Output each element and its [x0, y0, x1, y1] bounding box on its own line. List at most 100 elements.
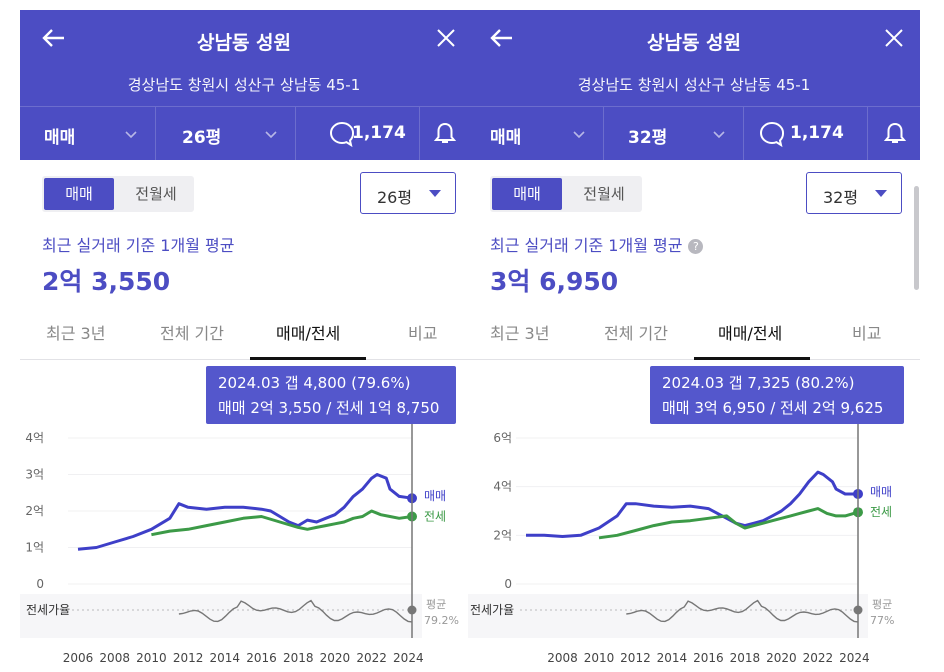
tab-compare[interactable]: 비교	[852, 324, 882, 343]
chevron-down-icon	[265, 131, 277, 139]
sale-price-line	[77, 473, 413, 551]
deal-segmented-control: 매매 전월세	[490, 176, 642, 212]
legend-jeonse: 전세	[424, 509, 446, 523]
dropdown-triangle-icon	[429, 190, 441, 197]
address: 경상남도 창원시 성산구 상남동 45-1	[127, 76, 361, 94]
sale-price-line	[526, 470, 858, 538]
complex-title: 상남동 성원	[646, 32, 741, 54]
complex-title: 상남동 성원	[196, 32, 291, 54]
active-tab-indicator	[250, 357, 366, 360]
x-tick-label: 2012	[620, 651, 651, 665]
legend-sale: 매매	[870, 485, 892, 499]
tab-recent-3y[interactable]: 최근 3년	[490, 324, 550, 343]
x-tick-label: 2016	[693, 651, 724, 665]
x-tick-label: 2022	[356, 651, 387, 665]
back-arrow-icon[interactable]	[40, 24, 68, 52]
ratio-band	[20, 594, 422, 638]
size-dropdown[interactable]: 26평	[156, 107, 296, 161]
x-tick-label: 2014	[657, 651, 688, 665]
y-tick-label: 1억	[25, 541, 44, 555]
price-panel-left: 상남동 성원 경상남도 창원시 성산구 상남동 45-1 매매 26평 1,17…	[20, 0, 468, 672]
close-icon[interactable]	[880, 24, 908, 52]
tab-all-period[interactable]: 전체 기간	[604, 324, 668, 343]
x-tick-label: 2022	[803, 651, 834, 665]
ratio-line	[626, 599, 859, 623]
x-tick-label: 2008	[547, 651, 578, 665]
deal-type-dropdown[interactable]: 매매	[468, 107, 604, 161]
x-tick-label: 2018	[283, 651, 314, 665]
legend-jeonse: 전세	[870, 505, 892, 519]
deal-segmented-control: 매매 전월세	[42, 176, 194, 212]
jeonse-price-line	[151, 509, 413, 537]
tab-sale[interactable]: 매매	[44, 178, 114, 210]
size-select[interactable]: 32평	[806, 172, 902, 214]
average-price: 3억 6,950	[490, 267, 619, 296]
help-icon[interactable]: ?	[688, 239, 704, 254]
comments-button[interactable]: 1,174	[296, 107, 420, 161]
ratio-band	[468, 594, 868, 638]
size-select[interactable]: 26평	[360, 172, 456, 214]
x-tick-label: 2008	[99, 651, 130, 665]
x-tick-label: 2012	[173, 651, 204, 665]
bell-icon[interactable]	[882, 121, 908, 147]
x-tick-label: 2014	[210, 651, 241, 665]
x-tick-label: 2024	[393, 651, 424, 665]
ratio-avg-label: 평균	[872, 598, 892, 611]
tab-lease[interactable]: 전월세	[135, 185, 177, 203]
comment-bubble-icon	[760, 121, 784, 148]
x-tick-label: 2020	[766, 651, 797, 665]
close-icon[interactable]	[432, 24, 460, 52]
chart-tooltip: 2024.03 갭 7,325 (80.2%) 매매 3억 6,950 / 전세…	[650, 366, 904, 424]
tab-lease[interactable]: 전월세	[583, 185, 625, 203]
tab-sale-jeonse[interactable]: 매매/전세	[276, 324, 341, 343]
tab-all-period[interactable]: 전체 기간	[160, 324, 224, 343]
y-tick-label: 0	[504, 577, 512, 591]
ratio-line	[178, 599, 413, 623]
app-header: 상남동 성원 경상남도 창원시 성산구 상남동 45-1 매매 26평 1,17…	[20, 10, 468, 161]
filter-bar: 매매 26평 1,174	[20, 106, 468, 161]
ratio-avg-value: 77%	[870, 614, 894, 627]
chevron-down-icon	[125, 131, 137, 139]
bell-icon[interactable]	[432, 121, 458, 147]
y-tick-label: 3억	[25, 468, 44, 482]
ratio-avg-value: 79.2%	[424, 614, 459, 627]
x-tick-label: 2016	[246, 651, 277, 665]
x-tick-label: 2010	[584, 651, 615, 665]
x-tick-label: 2006	[63, 651, 94, 665]
x-tick-label: 2024	[839, 651, 870, 665]
tab-compare[interactable]: 비교	[408, 324, 438, 343]
legend-sale: 매매	[424, 489, 446, 503]
chevron-down-icon	[573, 131, 585, 139]
back-arrow-icon[interactable]	[488, 24, 516, 52]
y-tick-label: 6억	[493, 431, 512, 445]
tab-recent-3y[interactable]: 최근 3년	[46, 324, 106, 343]
tab-sale-jeonse[interactable]: 매매/전세	[718, 324, 783, 343]
chevron-down-icon	[713, 131, 725, 139]
y-tick-label: 2억	[25, 504, 44, 518]
dropdown-triangle-icon	[875, 190, 887, 197]
chart-tabs: 최근 3년 전체 기간 매매/전세 비교	[20, 312, 468, 360]
address: 경상남도 창원시 성산구 상남동 45-1	[577, 76, 811, 94]
deal-type-dropdown[interactable]: 매매	[20, 107, 156, 161]
x-tick-label: 2018	[730, 651, 761, 665]
filter-bar: 매매 32평 1,174	[468, 106, 920, 161]
ratio-label: 전세가율	[470, 603, 514, 617]
jeonse-price-line	[598, 507, 859, 540]
price-subtitle: 최근 실거래 기준 1개월 평균	[42, 236, 235, 255]
y-tick-label: 2억	[493, 528, 512, 542]
tab-sale[interactable]: 매매	[492, 178, 562, 210]
size-dropdown[interactable]: 32평	[604, 107, 744, 161]
x-tick-label: 2020	[320, 651, 351, 665]
price-panel-right: 상남동 성원 경상남도 창원시 성산구 상남동 45-1 매매 32평 1,17…	[468, 0, 920, 672]
scrollbar-thumb[interactable]	[914, 186, 919, 290]
comments-button[interactable]: 1,174	[744, 107, 868, 161]
y-tick-label: 4억	[493, 480, 512, 494]
ratio-avg-label: 평균	[426, 598, 446, 611]
app-header: 상남동 성원 경상남도 창원시 성산구 상남동 45-1 매매 32평 1,17…	[468, 10, 920, 161]
ratio-label: 전세가율	[26, 603, 70, 617]
x-tick-label: 2010	[136, 651, 167, 665]
chart-tabs: 최근 3년 전체 기간 매매/전세 비교	[468, 312, 920, 360]
chart-tooltip: 2024.03 갭 4,800 (79.6%) 매매 2억 3,550 / 전세…	[206, 366, 456, 424]
